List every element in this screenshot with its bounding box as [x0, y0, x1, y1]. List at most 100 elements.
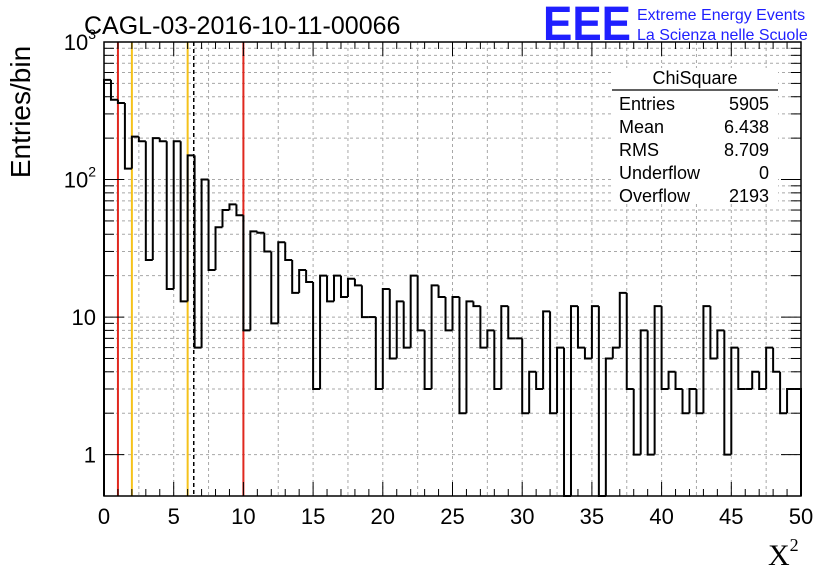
y-tick-label: 102 — [64, 164, 96, 193]
stats-box-background — [612, 68, 778, 204]
stats-box: ChiSquare Entries 5905 Mean 6.438 RMS 8.709 Un… — [612, 68, 778, 206]
histogram-bin — [521, 338, 530, 415]
histogram-bin — [158, 138, 167, 143]
y-tick-label: 10 — [72, 305, 96, 330]
histogram-bin — [779, 371, 788, 415]
histogram-bin — [765, 346, 774, 389]
logo-eee-text: EEE — [543, 0, 631, 51]
histogram-bin — [674, 371, 683, 390]
histogram-bin — [695, 388, 704, 415]
histogram-bin — [723, 330, 732, 456]
histogram-bin — [165, 141, 174, 290]
grid-lines — [104, 42, 801, 496]
histogram-bin — [611, 346, 620, 359]
histogram-bin — [618, 291, 627, 348]
histogram-bin — [270, 251, 279, 325]
histogram-bin — [465, 300, 474, 414]
histogram-bin — [116, 99, 125, 105]
histogram-bin — [500, 305, 509, 389]
stats-row-value: 6.438 — [724, 117, 769, 137]
histogram-bin — [569, 305, 578, 496]
histogram-bin — [409, 274, 418, 348]
histogram-bin — [360, 285, 369, 319]
histogram-bin — [479, 306, 488, 349]
histogram-bin — [130, 135, 139, 169]
histogram-bin — [597, 306, 606, 497]
histogram-bin — [242, 215, 251, 332]
x-tick-label: 25 — [440, 504, 464, 529]
histogram-bin — [402, 301, 411, 349]
histogram-bin — [688, 387, 697, 414]
y-tick-label-exponent: 3 — [88, 26, 96, 42]
histogram-bin — [549, 311, 558, 415]
histogram-bin — [542, 310, 551, 389]
eee-logo: EEE Extreme Energy Events La Scienza nel… — [543, 0, 808, 51]
histogram-bin — [493, 330, 502, 390]
histogram-bin — [472, 301, 481, 308]
y-tick-label-base: 10 — [64, 30, 88, 55]
histogram-bin — [437, 285, 446, 298]
x-tick-label: 35 — [580, 504, 604, 529]
x-tick-label: 5 — [168, 504, 180, 529]
x-tick-label: 20 — [371, 504, 395, 529]
stats-row-value: 8.709 — [724, 140, 769, 160]
histogram-bin — [423, 330, 432, 390]
histogram-bin — [179, 141, 188, 303]
histogram-bin — [326, 275, 335, 303]
histogram-bin — [298, 268, 307, 293]
x-tick-label: 40 — [649, 504, 673, 529]
stats-row-label: Entries — [619, 94, 675, 114]
histogram-bin — [486, 329, 495, 348]
stats-row-value: 0 — [759, 163, 769, 183]
histogram-bin — [507, 306, 516, 340]
histogram-bin — [632, 388, 641, 456]
histogram-bin — [333, 274, 341, 302]
histogram-bin — [346, 277, 355, 297]
histogram-bin — [794, 387, 802, 496]
histogram-bin — [221, 209, 230, 228]
histogram-bin — [291, 259, 300, 294]
histogram-bin — [249, 230, 258, 331]
histogram-bin — [646, 330, 655, 456]
histogram-bin — [451, 295, 460, 331]
histogram-bin — [214, 226, 223, 270]
histogram-bin — [535, 371, 544, 390]
stats-row-value: 2193 — [729, 186, 769, 206]
histogram-bin — [305, 269, 314, 283]
stats-box-title: ChiSquare — [652, 68, 737, 88]
histogram-bin — [277, 241, 286, 324]
y-tick-label: 1 — [84, 443, 96, 468]
histogram-bin — [660, 306, 669, 390]
y-tick-label: 103 — [64, 26, 96, 55]
histogram-bin — [681, 388, 690, 415]
histogram-bin — [556, 346, 565, 414]
axis-ticks — [103, 41, 802, 496]
histogram-bin — [103, 78, 111, 496]
histogram-bin — [228, 203, 237, 211]
histogram-bin — [395, 300, 404, 359]
logo-line-2: La Scienza nelle Scuole — [637, 27, 808, 44]
x-tick-label: 15 — [301, 504, 325, 529]
histogram-bin — [263, 232, 272, 253]
histogram-bin — [353, 278, 362, 287]
histogram-bin — [667, 370, 676, 389]
x-tick-label: 0 — [98, 504, 110, 529]
histogram-bin — [786, 387, 795, 414]
histogram-bin — [256, 231, 265, 234]
histogram-bin — [576, 306, 585, 349]
y-tick-label-base: 10 — [64, 168, 88, 193]
histogram-bin — [709, 306, 718, 360]
histogram-bin — [758, 371, 767, 390]
histogram-bin — [751, 370, 760, 389]
stats-row-label: RMS — [619, 140, 659, 160]
histogram-bin — [235, 204, 244, 217]
y-axis-label: Entries/bin — [5, 46, 36, 178]
stats-row-label: Underflow — [619, 163, 701, 183]
logo-line-1: Extreme Energy Events — [637, 7, 805, 24]
histogram-bin — [772, 347, 781, 373]
y-tick-label-base: 1 — [84, 443, 96, 468]
histogram-bin — [144, 141, 153, 261]
histogram-bin — [388, 288, 397, 360]
